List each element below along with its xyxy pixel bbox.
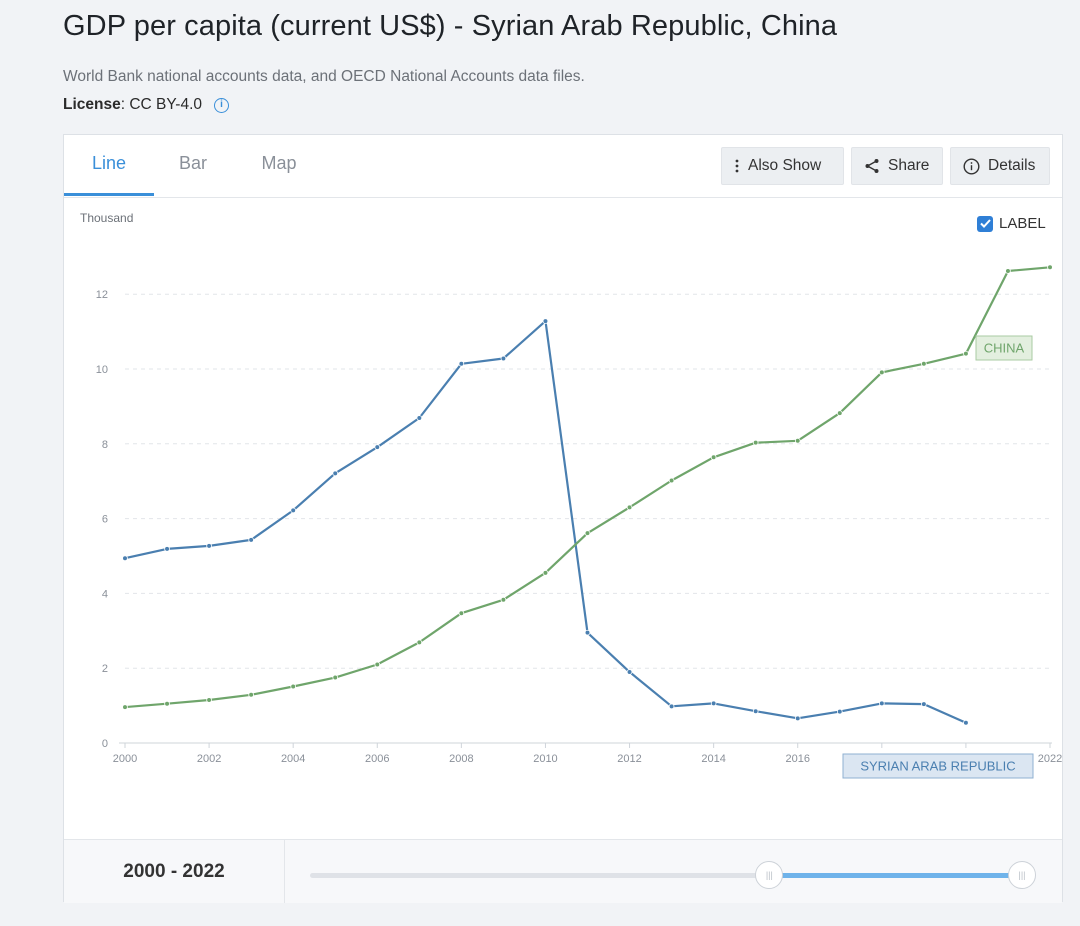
data-point-china [963,350,969,357]
tab-line[interactable]: Line [64,135,154,196]
x-tick-label: 2002 [197,753,221,765]
x-tick-label: 2008 [449,753,473,765]
data-point-china [668,477,675,484]
data-point-syrian-arab-republic [458,360,465,367]
data-point-syrian-arab-republic [752,708,759,715]
x-tick-label: 2004 [281,753,305,765]
more-vertical-icon [735,159,739,173]
share-button[interactable]: Share [851,147,943,185]
series-label-china: CHINA [984,341,1025,356]
x-tick-label: 2016 [785,753,809,765]
y-tick-label: 12 [96,289,108,301]
year-range-label: 2000 - 2022 [64,840,285,903]
tab-bar[interactable]: Bar [178,153,207,173]
data-point-syrian-arab-republic [794,715,801,722]
x-tick-label: 2000 [113,753,137,765]
y-tick-label: 2 [102,663,108,675]
tab-bar: Line Bar Map Also Show Share Details [64,135,1062,198]
x-tick-label: 2006 [365,753,389,765]
data-point-china [374,661,381,668]
series-line-syrian-arab-republic [124,319,967,724]
label-toggle-text: LABEL [999,215,1046,232]
range-slider-handle-end[interactable]: ||| [1008,861,1036,889]
data-point-syrian-arab-republic [668,703,675,710]
data-point-china [164,700,170,707]
license-value: : CC BY-4.0 [120,96,203,113]
page-title: GDP per capita (current US$) - Syrian Ar… [63,10,838,42]
series-line-china [124,266,1051,709]
data-point-syrian-arab-republic [500,355,507,362]
y-tick-label: 10 [96,364,108,376]
data-point-syrian-arab-republic [290,507,296,514]
data-point-syrian-arab-republic [626,669,633,675]
range-slider-track[interactable] [310,873,1022,878]
x-tick-label: 2022 [1038,753,1062,765]
tab-map[interactable]: Map [261,153,297,173]
data-point-china [794,438,801,444]
data-point-syrian-arab-republic [963,720,969,726]
data-point-china [584,530,591,536]
data-point-china [206,697,212,703]
data-point-syrian-arab-republic [332,470,339,477]
data-point-china [332,674,339,681]
data-point-syrian-arab-republic [374,444,381,450]
label-toggle[interactable]: LABEL [977,215,1046,232]
data-point-syrian-arab-republic [710,700,717,707]
data-point-syrian-arab-republic [416,415,423,421]
x-tick-label: 2014 [701,753,725,765]
series-label-box-china [975,335,1033,361]
data-point-china [710,454,717,461]
series-label-syrian-arab-republic: SYRIAN ARAB REPUBLIC [860,759,1015,774]
data-point-syrian-arab-republic [584,629,591,636]
x-tick-label: 2010 [533,753,557,765]
data-point-syrian-arab-republic [122,555,128,562]
y-tick-label: 0 [102,738,108,750]
data-point-china [248,691,254,698]
y-tick-label: 4 [102,588,108,600]
chart-card: Line Bar Map Also Show Share Details LAB… [63,134,1063,903]
label-checkbox[interactable] [977,215,993,232]
data-point-china [626,504,633,511]
also-show-button[interactable]: Also Show [721,147,844,185]
license: License: CC BY-4.0 i [63,96,230,114]
data-point-china [921,360,927,367]
y-tick-label: 6 [102,514,108,526]
data-point-china [542,570,549,576]
series-label-box-syrian-arab-republic [842,753,1034,779]
data-point-china [836,410,843,416]
data-point-syrian-arab-republic [836,708,843,715]
info-icon[interactable]: i [214,97,230,113]
check-icon [979,219,991,228]
source-note: World Bank national accounts data, and O… [63,68,585,85]
share-icon [865,159,879,173]
data-point-syrian-arab-republic [879,700,885,707]
data-point-china [290,683,296,690]
data-point-china [1005,268,1011,274]
also-show-label: Also Show [748,157,822,174]
data-point-syrian-arab-republic [248,537,254,543]
data-point-china [879,369,885,376]
y-axis-title: Thousand [80,211,133,225]
data-point-china [458,610,465,617]
data-point-syrian-arab-republic [164,546,170,552]
range-slider-handle-start[interactable]: ||| [755,861,784,889]
data-point-syrian-arab-republic [206,543,212,549]
license-label: License [63,96,121,113]
data-point-china [416,639,423,646]
range-slider-fill [769,873,1022,878]
data-point-syrian-arab-republic [542,318,549,324]
details-label: Details [988,157,1036,174]
y-tick-label: 8 [102,439,108,451]
line-chart: Thousand 0 2 4 6 8 10 12 2000 2002 2004 2006 2008 201… [80,211,1062,779]
range-footer: 2000 - 2022 ||| ||| [64,839,1062,903]
details-button[interactable]: Details [950,147,1050,185]
share-label: Share [888,157,930,174]
data-point-china [500,596,507,603]
data-point-china [752,439,759,446]
x-tick-label: 2012 [617,753,641,765]
info-circle-icon [963,157,980,175]
data-point-syrian-arab-republic [921,701,927,707]
data-point-china [1047,264,1053,271]
data-point-china [122,704,128,710]
